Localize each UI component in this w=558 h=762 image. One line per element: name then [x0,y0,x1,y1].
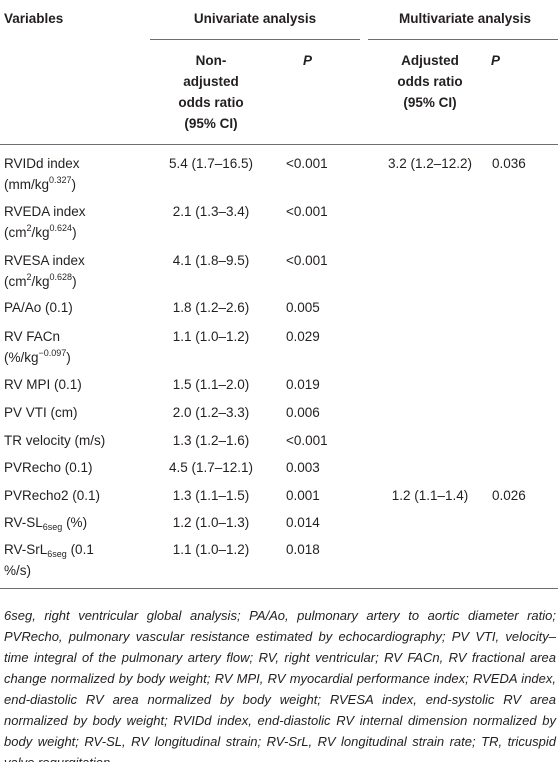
odds-ratio: 1.8 (1.2–2.6) [172,300,250,315]
table-footnote: 6seg, right ventricular global analysis;… [4,608,556,762]
variable-name: RV FACn (%/kg−0.097) [4,329,71,365]
odds-ratio: 1.5 (1.1–2.0) [172,377,250,392]
odds-ratio: 1.3 (1.2–1.6) [172,433,250,448]
variable-name: RV MPI (0.1) [4,377,82,392]
footer-rule [0,588,558,589]
p-value: 0.029 [286,329,320,344]
adjusted-p-value: 0.026 [492,488,526,503]
odds-ratio: 1.3 (1.1–1.5) [172,488,250,503]
p-value: 0.014 [286,515,320,530]
p-value: <0.001 [286,156,328,171]
header-variables: Variables [4,11,64,26]
variable-name: RVESA index (cm2/kg0.628) [4,253,85,289]
header-p-univariate: P [303,53,313,68]
multivariate-underline [368,39,558,40]
p-value: 0.006 [286,405,320,420]
univariate-underline [150,39,360,40]
p-value: <0.001 [286,204,328,219]
header-multivariate: Multivariate analysis [398,11,532,26]
header-univariate: Univariate analysis [193,11,317,26]
odds-ratio: 1.1 (1.0–1.2) [172,329,250,344]
odds-ratio: 5.4 (1.7–16.5) [168,156,254,171]
odds-ratio: 1.1 (1.0–1.2) [172,542,250,557]
variable-name: PVRecho2 (0.1) [4,488,101,503]
odds-ratio: 4.5 (1.7–12.1) [168,460,254,475]
variable-name: RVEDA index (cm2/kg0.624) [4,204,86,240]
p-value: 0.018 [286,542,320,557]
variable-name: PV VTI (cm) [4,405,78,420]
adjusted-p-value: 0.036 [492,156,526,171]
odds-ratio: 2.0 (1.2–3.3) [172,405,250,420]
variable-name: RV-SrL6seg (0.1 %/s) [4,542,94,578]
variable-name: TR velocity (m/s) [4,433,106,448]
header-p-multivariate: P [491,53,501,68]
variable-name: RVIDd index (mm/kg0.327) [4,156,80,192]
p-value: 0.003 [286,460,320,475]
odds-ratio: 4.1 (1.8–9.5) [172,253,250,268]
odds-ratio: 2.1 (1.3–3.4) [172,204,250,219]
header-nonadjusted-or: Non- adjusted odds ratio (95% CI) [178,53,244,131]
header-adjusted-or: Adjusted odds ratio (95% CI) [397,53,463,110]
p-value: <0.001 [286,433,328,448]
p-value: 0.019 [286,377,320,392]
adjusted-odds-ratio: 1.2 (1.1–1.4) [391,488,469,503]
p-value: 0.001 [286,488,320,503]
variable-name: RV-SL6seg (%) [4,515,88,532]
header-rule [0,144,558,145]
p-value: <0.001 [286,253,328,268]
odds-ratio: 1.2 (1.0–1.3) [172,515,250,530]
p-value: 0.005 [286,300,320,315]
variable-name: PVRecho (0.1) [4,460,93,475]
variable-name: PA/Ao (0.1) [4,300,73,315]
adjusted-odds-ratio: 3.2 (1.2–12.2) [387,156,473,171]
